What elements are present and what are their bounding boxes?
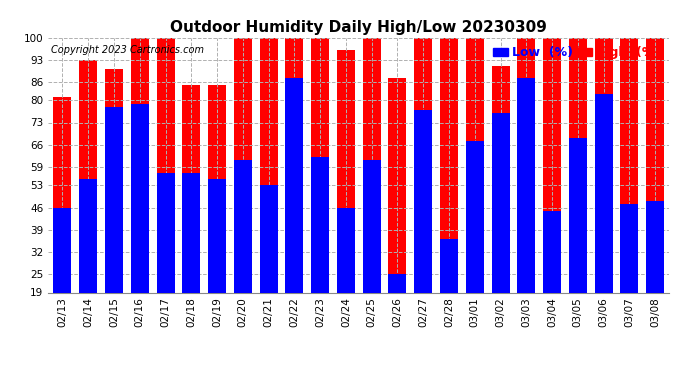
- Bar: [79, 60, 97, 352]
- Title: Outdoor Humidity Daily High/Low 20230309: Outdoor Humidity Daily High/Low 20230309: [170, 20, 547, 35]
- Bar: [157, 173, 175, 352]
- Bar: [543, 211, 561, 352]
- Bar: [53, 98, 72, 352]
- Bar: [259, 38, 277, 352]
- Bar: [208, 85, 226, 352]
- Bar: [363, 160, 381, 352]
- Bar: [286, 78, 304, 352]
- Bar: [131, 38, 149, 352]
- Bar: [79, 179, 97, 352]
- Bar: [440, 38, 458, 352]
- Bar: [363, 38, 381, 352]
- Legend: Low  (%), High  (%): Low (%), High (%): [491, 44, 663, 62]
- Bar: [620, 204, 638, 352]
- Bar: [646, 38, 664, 352]
- Bar: [543, 38, 561, 352]
- Bar: [440, 239, 458, 352]
- Bar: [518, 78, 535, 352]
- Bar: [388, 78, 406, 352]
- Bar: [337, 50, 355, 352]
- Bar: [466, 141, 484, 352]
- Bar: [414, 110, 432, 352]
- Bar: [259, 186, 277, 352]
- Bar: [105, 69, 123, 352]
- Bar: [311, 38, 329, 352]
- Bar: [491, 113, 509, 352]
- Bar: [620, 38, 638, 352]
- Bar: [491, 66, 509, 352]
- Bar: [388, 274, 406, 352]
- Bar: [595, 94, 613, 352]
- Bar: [105, 107, 123, 352]
- Bar: [157, 38, 175, 352]
- Bar: [414, 38, 432, 352]
- Bar: [182, 85, 200, 352]
- Bar: [646, 201, 664, 352]
- Bar: [569, 138, 586, 352]
- Bar: [53, 207, 72, 352]
- Bar: [595, 38, 613, 352]
- Bar: [131, 104, 149, 352]
- Bar: [234, 160, 252, 352]
- Bar: [311, 157, 329, 352]
- Bar: [234, 38, 252, 352]
- Bar: [182, 173, 200, 352]
- Bar: [466, 38, 484, 352]
- Bar: [286, 38, 304, 352]
- Bar: [569, 38, 586, 352]
- Bar: [208, 179, 226, 352]
- Bar: [337, 207, 355, 352]
- Bar: [518, 38, 535, 352]
- Text: Copyright 2023 Cartronics.com: Copyright 2023 Cartronics.com: [51, 45, 204, 55]
